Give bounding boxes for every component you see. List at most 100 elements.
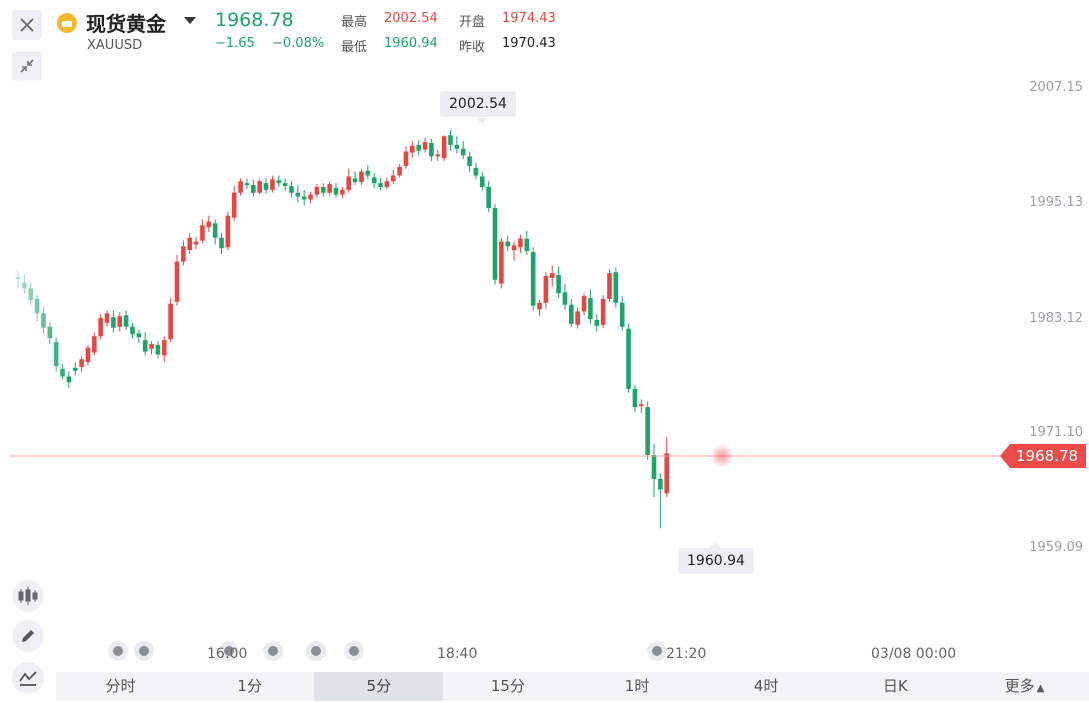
- tab-time-share[interactable]: 分时: [105, 677, 136, 695]
- candle-body: [562, 292, 568, 305]
- event-marker[interactable]: [344, 641, 364, 661]
- candle-body: [645, 407, 650, 455]
- candle-body: [238, 181, 243, 193]
- candle-body: [619, 302, 625, 327]
- indicator-button[interactable]: [12, 662, 44, 694]
- candle-body: [410, 145, 415, 153]
- candle-body: [594, 320, 600, 326]
- candle-body: [454, 144, 460, 149]
- candle-body: [92, 336, 97, 353]
- candlestick-icon: [18, 587, 38, 605]
- candle-body: [479, 176, 485, 187]
- instrument-symbol: XAUUSD: [87, 38, 143, 53]
- event-marker[interactable]: [306, 641, 326, 661]
- tab-5min[interactable]: 5分: [314, 672, 444, 701]
- event-marker[interactable]: [219, 641, 239, 661]
- candle-body: [422, 141, 428, 150]
- candle-body: [327, 184, 332, 193]
- candle-body: [117, 316, 123, 327]
- candle-body: [467, 156, 472, 166]
- candle-body: [270, 179, 275, 190]
- candle-body: [435, 154, 441, 157]
- candle-body: [556, 275, 561, 294]
- period-tabs: 分时 1分 5分 15分 1时 4时 日K 更多 ▲: [56, 672, 1089, 701]
- price-change: −1.65: [215, 36, 255, 51]
- event-marker[interactable]: [134, 641, 154, 661]
- high-value: 2002.54: [384, 11, 438, 26]
- candle-body: [104, 313, 110, 323]
- instrument-title[interactable]: 现货黄金: [86, 12, 166, 36]
- event-marker[interactable]: [108, 641, 128, 661]
- candle-body: [365, 170, 371, 176]
- candle-body: [613, 272, 619, 303]
- candle-body: [664, 453, 670, 494]
- candle-body: [626, 328, 631, 389]
- candle-body: [282, 183, 288, 187]
- candle-body: [569, 304, 574, 324]
- x-tick-label: 16:00: [207, 646, 248, 662]
- candle-body: [295, 192, 301, 197]
- candle-body: [638, 404, 644, 407]
- candle-body: [499, 241, 504, 284]
- candle-body: [225, 215, 231, 248]
- candles-layer: [15, 130, 670, 529]
- candle-body: [403, 151, 409, 166]
- candle-body: [359, 171, 364, 183]
- draw-tool-button[interactable]: [12, 620, 44, 652]
- candle-body: [575, 311, 580, 325]
- candle-body: [257, 181, 262, 193]
- candle-body: [530, 252, 536, 306]
- candle-body: [168, 303, 173, 340]
- candle-body: [549, 273, 555, 278]
- tab-15min[interactable]: 15分: [490, 677, 525, 695]
- tab-4hour[interactable]: 4时: [753, 677, 779, 695]
- candle-body: [460, 148, 466, 156]
- pencil-icon: [22, 630, 34, 642]
- tab-daily[interactable]: 日K: [882, 677, 908, 695]
- prev-close-label: 昨收: [459, 40, 486, 55]
- candle-body: [149, 343, 154, 349]
- candle-body: [123, 315, 129, 327]
- candle-body: [518, 238, 523, 248]
- dropdown-caret-icon[interactable]: [184, 17, 196, 24]
- close-button[interactable]: [12, 10, 42, 40]
- last-price-tag: 1968.78: [999, 444, 1087, 468]
- candle-body: [524, 238, 530, 252]
- high-label: 最高: [341, 15, 368, 30]
- tab-more[interactable]: 更多 ▲: [960, 672, 1089, 701]
- candle-body: [308, 194, 313, 200]
- candle-body: [155, 344, 161, 355]
- tab-more-label: 更多: [1004, 677, 1035, 695]
- y-tick-label: 2007.15: [1029, 80, 1083, 95]
- candle-body: [289, 186, 294, 193]
- candle-body: [473, 167, 479, 176]
- close-icon: [20, 18, 34, 32]
- candle-body: [244, 183, 250, 186]
- candle-body: [537, 302, 542, 310]
- candle-body: [632, 388, 638, 408]
- tab-1hour[interactable]: 1时: [624, 677, 650, 695]
- x-tick-label: 03/08 00:00: [871, 646, 957, 662]
- event-marker[interactable]: [647, 641, 667, 661]
- left-fade: [0, 80, 70, 410]
- candle-body: [187, 237, 193, 251]
- candle-body: [505, 241, 511, 247]
- candle-body: [486, 186, 491, 209]
- candle-body: [441, 136, 447, 159]
- indicator-icon: [19, 671, 37, 686]
- candle-body: [111, 317, 116, 328]
- candle-body: [588, 298, 593, 320]
- event-marker[interactable]: [263, 641, 283, 661]
- candle-body: [378, 183, 383, 187]
- candle-body: [206, 221, 212, 228]
- candle-style-button[interactable]: [12, 580, 44, 612]
- candle-body: [251, 185, 256, 193]
- x-tick-label: 21:20: [666, 646, 707, 662]
- low-marker-pointer: [709, 542, 721, 548]
- collapse-button[interactable]: [12, 51, 42, 81]
- y-tick-label: 1971.10: [1029, 425, 1083, 440]
- collapse-icon: [20, 59, 34, 73]
- tab-1min[interactable]: 1分: [237, 677, 262, 695]
- candle-body: [416, 144, 421, 151]
